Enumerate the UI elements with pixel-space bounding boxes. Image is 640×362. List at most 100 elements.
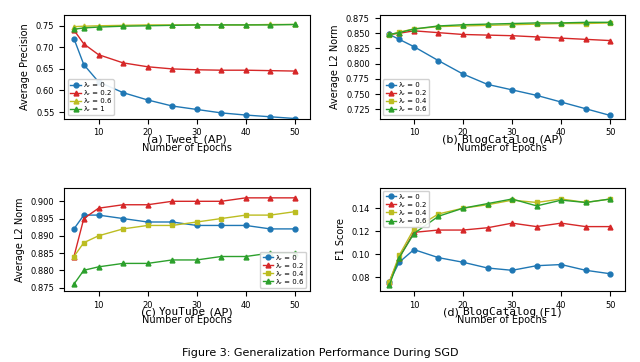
λᵣ = 0.6 — [291, 22, 299, 27]
λᵣ = 0 — [144, 98, 152, 102]
λᵣ = 0.6 — [95, 265, 102, 269]
λᵣ = 0 — [242, 113, 250, 117]
λᵣ = 0.2 — [435, 228, 442, 232]
Text: YouTube: YouTube — [159, 307, 206, 317]
λᵣ = 0 — [533, 93, 541, 97]
λᵣ = 0.4 — [80, 240, 88, 245]
λᵣ = 0.4 — [396, 30, 403, 34]
λᵣ = 0 — [607, 113, 614, 118]
λᵣ = 0 — [396, 37, 403, 42]
λᵣ = 0 — [119, 216, 127, 221]
λᵣ = 0.2 — [168, 199, 176, 203]
λᵣ = 0.2 — [193, 68, 200, 72]
λᵣ = 0.6 — [435, 24, 442, 28]
λᵣ = 0.2 — [557, 36, 565, 40]
λᵣ = 0.6 — [193, 23, 200, 27]
λᵣ = 0.6 — [607, 197, 614, 201]
λᵣ = 0.6 — [557, 21, 565, 25]
λᵣ = 0.2 — [70, 28, 78, 32]
Text: (a): (a) — [147, 135, 166, 145]
λᵣ = 0.4 — [557, 197, 565, 201]
λᵣ = 1 — [266, 23, 274, 27]
Text: (AP): (AP) — [200, 135, 227, 145]
λᵣ = 0.2 — [557, 221, 565, 225]
λᵣ = 0.6 — [582, 200, 589, 205]
λᵣ = 0.4 — [242, 213, 250, 217]
λᵣ = 0.4 — [484, 23, 492, 28]
λᵣ = 0 — [484, 82, 492, 87]
λᵣ = 0 — [144, 220, 152, 224]
λᵣ = 0.6 — [385, 283, 393, 287]
Line: λᵣ = 0.6: λᵣ = 0.6 — [387, 197, 612, 288]
λᵣ = 0.4 — [70, 254, 78, 259]
λᵣ = 0.2 — [607, 224, 614, 229]
Y-axis label: Average Precision: Average Precision — [20, 24, 30, 110]
Text: Figure 3: Generalization Performance During SGD: Figure 3: Generalization Performance Dur… — [182, 348, 458, 358]
λᵣ = 0.6 — [144, 23, 152, 27]
Text: (b): (b) — [442, 135, 461, 145]
λᵣ = 0.4 — [95, 233, 102, 238]
λᵣ = 0 — [218, 223, 225, 228]
λᵣ = 0.6 — [168, 258, 176, 262]
λᵣ = 0.6 — [459, 22, 467, 27]
λᵣ = 0.2 — [396, 31, 403, 35]
λᵣ = 1 — [144, 24, 152, 28]
λᵣ = 0.6 — [533, 21, 541, 25]
Line: λᵣ = 0: λᵣ = 0 — [72, 212, 298, 231]
λᵣ = 0.6 — [396, 30, 403, 35]
Legend: λᵣ = 0, λᵣ = 0.2, λᵣ = 0.4, λᵣ = 0.6: λᵣ = 0, λᵣ = 0.2, λᵣ = 0.4, λᵣ = 0.6 — [260, 252, 306, 287]
λᵣ = 0.2 — [80, 216, 88, 221]
Line: λᵣ = 0.6: λᵣ = 0.6 — [72, 251, 298, 287]
λᵣ = 0.2 — [218, 68, 225, 72]
Y-axis label: Average L2 Norm: Average L2 Norm — [330, 25, 340, 109]
λᵣ = 0.4 — [385, 33, 393, 37]
λᵣ = 0.4 — [533, 22, 541, 26]
λᵣ = 0.2 — [385, 32, 393, 37]
λᵣ = 0 — [385, 279, 393, 284]
λᵣ = 0 — [557, 262, 565, 267]
λᵣ = 0.6 — [533, 204, 541, 208]
λᵣ = 0.2 — [508, 221, 516, 225]
λᵣ = 0.6 — [410, 27, 418, 31]
λᵣ = 0.2 — [266, 68, 274, 73]
λᵣ = 0.2 — [95, 52, 102, 57]
Legend: λᵣ = 0, λᵣ = 0.2, λᵣ = 0.4, λᵣ = 0.6: λᵣ = 0, λᵣ = 0.2, λᵣ = 0.4, λᵣ = 0.6 — [383, 191, 429, 227]
λᵣ = 0 — [435, 59, 442, 63]
λᵣ = 0.6 — [508, 197, 516, 201]
λᵣ = 1 — [193, 23, 200, 27]
λᵣ = 0.6 — [80, 24, 88, 28]
λᵣ = 0.2 — [484, 33, 492, 37]
Text: BlogCatalog: BlogCatalog — [461, 135, 536, 145]
λᵣ = 0 — [291, 227, 299, 231]
λᵣ = 0.4 — [582, 200, 589, 205]
λᵣ = 0.4 — [607, 21, 614, 25]
λᵣ = 0.2 — [385, 279, 393, 284]
λᵣ = 0.6 — [242, 23, 250, 27]
λᵣ = 0 — [266, 227, 274, 231]
X-axis label: Number of Epochs: Number of Epochs — [142, 315, 232, 325]
λᵣ = 0.6 — [459, 206, 467, 210]
Line: λᵣ = 0.2: λᵣ = 0.2 — [387, 28, 612, 43]
λᵣ = 0 — [95, 80, 102, 84]
λᵣ = 0.4 — [484, 203, 492, 207]
λᵣ = 0.6 — [435, 214, 442, 218]
λᵣ = 0 — [484, 266, 492, 270]
Text: (AP): (AP) — [206, 307, 233, 317]
λᵣ = 1 — [119, 24, 127, 28]
λᵣ = 0 — [168, 220, 176, 224]
λᵣ = 0 — [607, 272, 614, 276]
Legend: λᵣ = 0, λᵣ = 0.2, λᵣ = 0.6, λᵣ = 1: λᵣ = 0, λᵣ = 0.2, λᵣ = 0.6, λᵣ = 1 — [68, 79, 114, 115]
λᵣ = 0 — [70, 37, 78, 41]
Line: λᵣ = 0: λᵣ = 0 — [387, 247, 612, 284]
λᵣ = 0.2 — [291, 196, 299, 200]
Line: λᵣ = 0.4: λᵣ = 0.4 — [387, 197, 612, 284]
Text: (AP): (AP) — [536, 135, 563, 145]
Text: Tweet: Tweet — [166, 135, 200, 145]
λᵣ = 0.2 — [459, 32, 467, 37]
λᵣ = 0.2 — [533, 35, 541, 39]
λᵣ = 0.2 — [70, 254, 78, 259]
λᵣ = 0 — [410, 248, 418, 252]
λᵣ = 0.6 — [291, 251, 299, 255]
λᵣ = 0.6 — [70, 282, 78, 286]
λᵣ = 0.2 — [80, 42, 88, 46]
